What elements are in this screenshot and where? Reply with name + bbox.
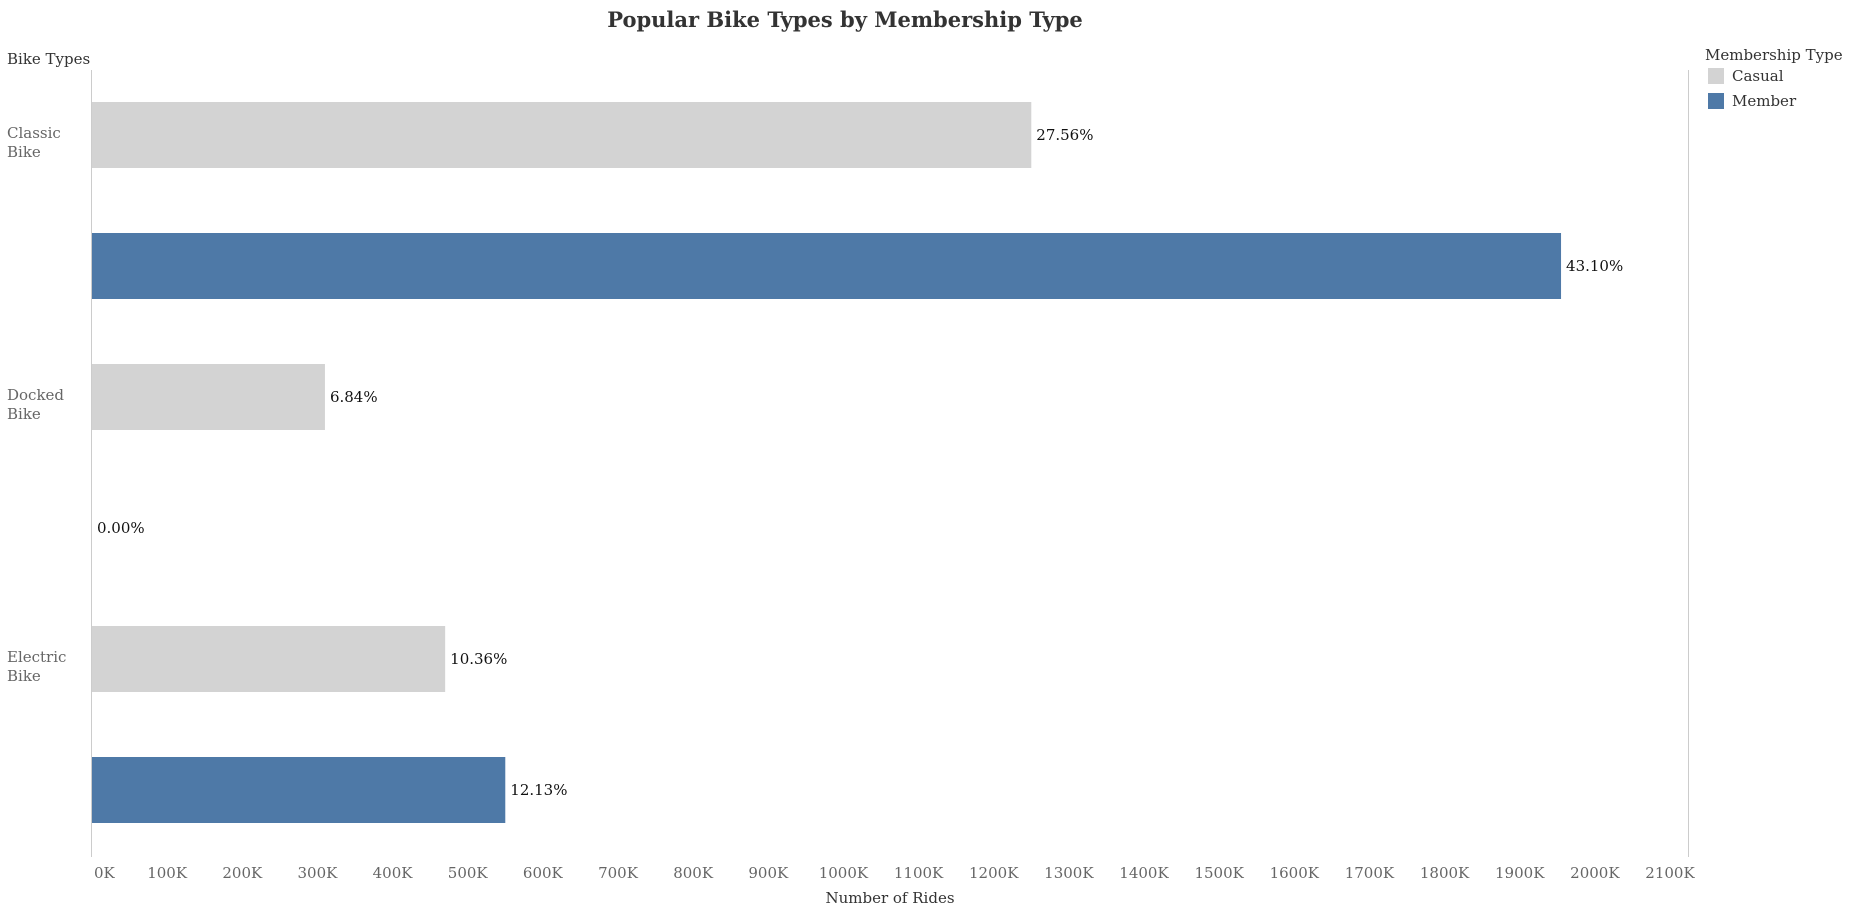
category-label-classic-bike-line2: Bike	[7, 143, 41, 161]
bar-classic-bike-casual	[92, 102, 1032, 168]
x-tick-label-900k: 900K	[748, 864, 789, 882]
x-tick-label-200k: 200K	[222, 864, 263, 882]
category-label-docked-bike-line1: Docked	[7, 386, 64, 404]
x-tick-label-1400k: 1400K	[1119, 864, 1169, 882]
data-label-electric-bike-member: 12.13%	[510, 781, 567, 799]
data-label-docked-bike-casual: 6.84%	[330, 388, 378, 406]
bars	[92, 102, 1562, 823]
category-label-electric-bike-line1: Electric	[7, 648, 66, 666]
category-label-docked-bike-line2: Bike	[7, 405, 41, 423]
data-label-classic-bike-member: 43.10%	[1566, 257, 1623, 275]
bar-classic-bike-member	[92, 233, 1562, 299]
x-tick-label-1800k: 1800K	[1420, 864, 1470, 882]
x-tick-label-1700k: 1700K	[1345, 864, 1395, 882]
legend-title: Membership Type	[1705, 46, 1843, 64]
x-tick-label-1300k: 1300K	[1044, 864, 1094, 882]
x-tick-label-1500k: 1500K	[1194, 864, 1244, 882]
data-labels: 27.56% 6.84% 10.36% 43.10% 0.00% 12.13%	[97, 126, 1623, 799]
x-tick-label-400k: 400K	[373, 864, 414, 882]
bar-electric-bike-member	[92, 757, 506, 823]
x-tick-label-100k: 100K	[147, 864, 188, 882]
x-tick-label-2000k: 2000K	[1570, 864, 1620, 882]
legend-label-member: Member	[1732, 92, 1797, 110]
x-tick-label-1000k: 1000K	[819, 864, 869, 882]
chart-title: Popular Bike Types by Membership Type	[607, 7, 1083, 32]
x-tick-label-700k: 700K	[598, 864, 639, 882]
x-tick-label-1900k: 1900K	[1495, 864, 1545, 882]
x-axis-title: Number of Rides	[825, 889, 954, 907]
legend-items: Casual Member	[1708, 67, 1797, 110]
x-tick-label-1200k: 1200K	[969, 864, 1019, 882]
legend-swatch-member	[1708, 93, 1724, 109]
data-label-classic-bike-casual: 27.56%	[1036, 126, 1093, 144]
data-label-electric-bike-casual: 10.36%	[450, 650, 507, 668]
x-tick-label-2100k: 2100K	[1645, 864, 1695, 882]
x-tick-label-500k: 500K	[448, 864, 489, 882]
x-tick-label-1100k: 1100K	[894, 864, 944, 882]
legend: Membership Type Casual Member	[1705, 46, 1843, 110]
x-axis-ticks: 0K 100K 200K 300K 400K 500K 600K 700K 800K 900K 10…	[94, 864, 1695, 882]
x-tick-label-1600k: 1600K	[1270, 864, 1320, 882]
x-tick-label-800k: 800K	[673, 864, 714, 882]
x-tick-label-300k: 300K	[298, 864, 339, 882]
legend-label-casual: Casual	[1732, 67, 1784, 85]
bar-docked-bike-casual	[92, 364, 325, 430]
category-label-classic-bike-line1: Classic	[7, 124, 61, 142]
legend-swatch-casual	[1708, 68, 1724, 84]
x-tick-label-0k: 0K	[94, 864, 116, 882]
x-tick-label-600k: 600K	[523, 864, 564, 882]
data-label-docked-bike-member: 0.00%	[97, 519, 145, 537]
y-axis-title: Bike Types	[7, 50, 90, 68]
bar-electric-bike-casual	[92, 626, 446, 692]
category-label-electric-bike-line2: Bike	[7, 667, 41, 685]
